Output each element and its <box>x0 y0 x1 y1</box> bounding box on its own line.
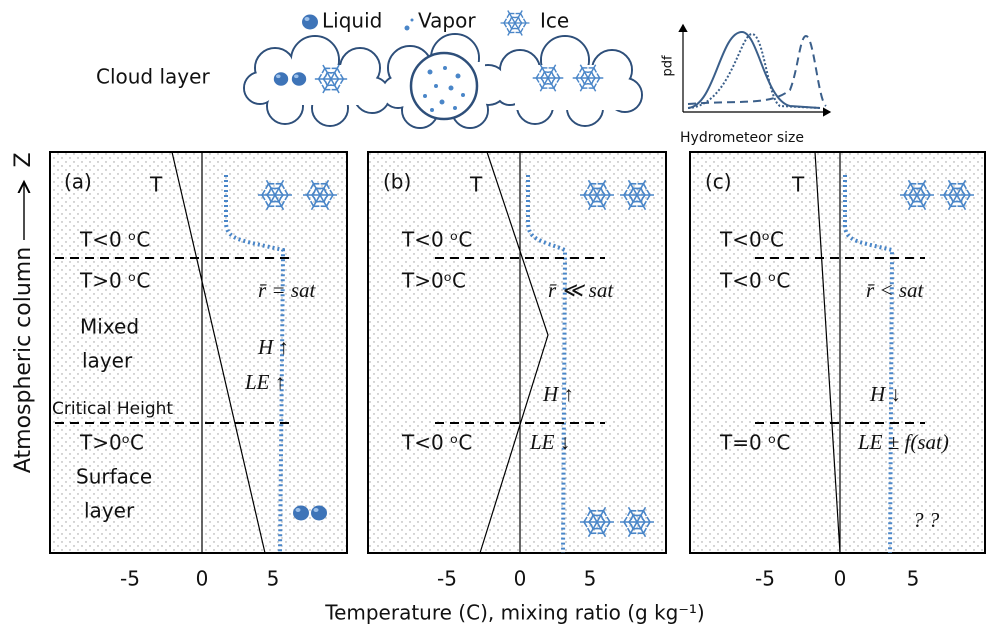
flux-label: LE ± f(sat) <box>857 430 949 454</box>
z-label: Z <box>11 152 36 167</box>
panel-label: (b) <box>383 170 411 194</box>
legend-ice: Ice <box>540 9 569 33</box>
flux-label: LE ↑ <box>244 370 285 394</box>
flux-label: LE ↓ <box>529 430 570 454</box>
pdf-inset: pdf Hydrometeor size <box>661 23 832 146</box>
flux-label: H ↑ <box>257 335 289 359</box>
unknown-label: ? ? <box>913 508 940 532</box>
layer-label: layer <box>84 499 135 523</box>
x-tick-label: 5 <box>584 567 597 591</box>
x-tick-label: 5 <box>907 567 920 591</box>
panel-a: (a) T T<0 ᵒC T>0 ᵒC r̄ = sat Mixed layer… <box>49 151 348 554</box>
x-tick-label: -5 <box>120 567 140 591</box>
legend-vapor: Vapor <box>418 9 476 33</box>
x-ticks: -5 0 5 -5 0 5 -5 0 5 <box>120 567 919 591</box>
panel-label: (a) <box>64 170 92 194</box>
flux-label: H ↓ <box>869 382 901 406</box>
x-tick-label: -5 <box>437 567 457 591</box>
region-label: T>0ᵒC <box>401 269 466 293</box>
t-label: T <box>469 173 483 197</box>
x-tick-label: 5 <box>267 567 280 591</box>
x-axis-label: Temperature (C), mixing ratio (g kg⁻¹) <box>324 601 704 625</box>
layer-label: Surface <box>76 465 152 489</box>
region-label: T<0 ᵒC <box>79 228 150 252</box>
x-tick-label: 0 <box>196 567 209 591</box>
ratio-label: r̄ < sat <box>866 278 925 302</box>
flux-label: H ↑ <box>542 382 574 406</box>
region-label: T<0 ᵒC <box>401 431 472 455</box>
t-label: T <box>791 173 805 197</box>
liquid-icon <box>302 14 318 30</box>
ratio-label: r̄ ≪ sat <box>548 278 614 302</box>
vapor-icon <box>404 18 414 31</box>
region-label: T<0 ᵒC <box>719 269 790 293</box>
panel-c: (c) T T<0ᵒC T<0 ᵒC r̄ < sat H ↓ T=0 ᵒC L… <box>689 151 986 554</box>
clouds <box>243 33 643 129</box>
region-label: T>0ᵒC <box>79 431 144 455</box>
panel-b: (b) T T<0 ᵒC T>0ᵒC r̄ ≪ sat H ↑ T<0 ᵒC L… <box>367 151 667 554</box>
panel-label: (c) <box>705 170 732 194</box>
y-axis-label: Atmospheric column <box>11 247 36 473</box>
region-label: T>0 ᵒC <box>79 269 150 293</box>
cloud-label: Cloud layer <box>96 65 210 89</box>
x-tick-label: 0 <box>834 567 847 591</box>
region-label: T<0 ᵒC <box>401 228 472 252</box>
inset-x-label: Hydrometeor size <box>680 130 804 146</box>
ratio-label: r̄ = sat <box>258 278 317 302</box>
x-tick-label: -5 <box>755 567 775 591</box>
x-tick-label: 0 <box>514 567 527 591</box>
legend-liquid: Liquid <box>322 9 382 33</box>
ice-icon <box>501 8 530 37</box>
region-label: T=0 ᵒC <box>719 431 790 455</box>
critical-height-label: Critical Height <box>52 399 173 419</box>
t-label: T <box>149 173 163 197</box>
inset-y-label: pdf <box>661 55 676 77</box>
layer-label: Mixed <box>80 315 139 339</box>
layer-label: layer <box>82 349 133 373</box>
region-label: T<0ᵒC <box>719 228 784 252</box>
